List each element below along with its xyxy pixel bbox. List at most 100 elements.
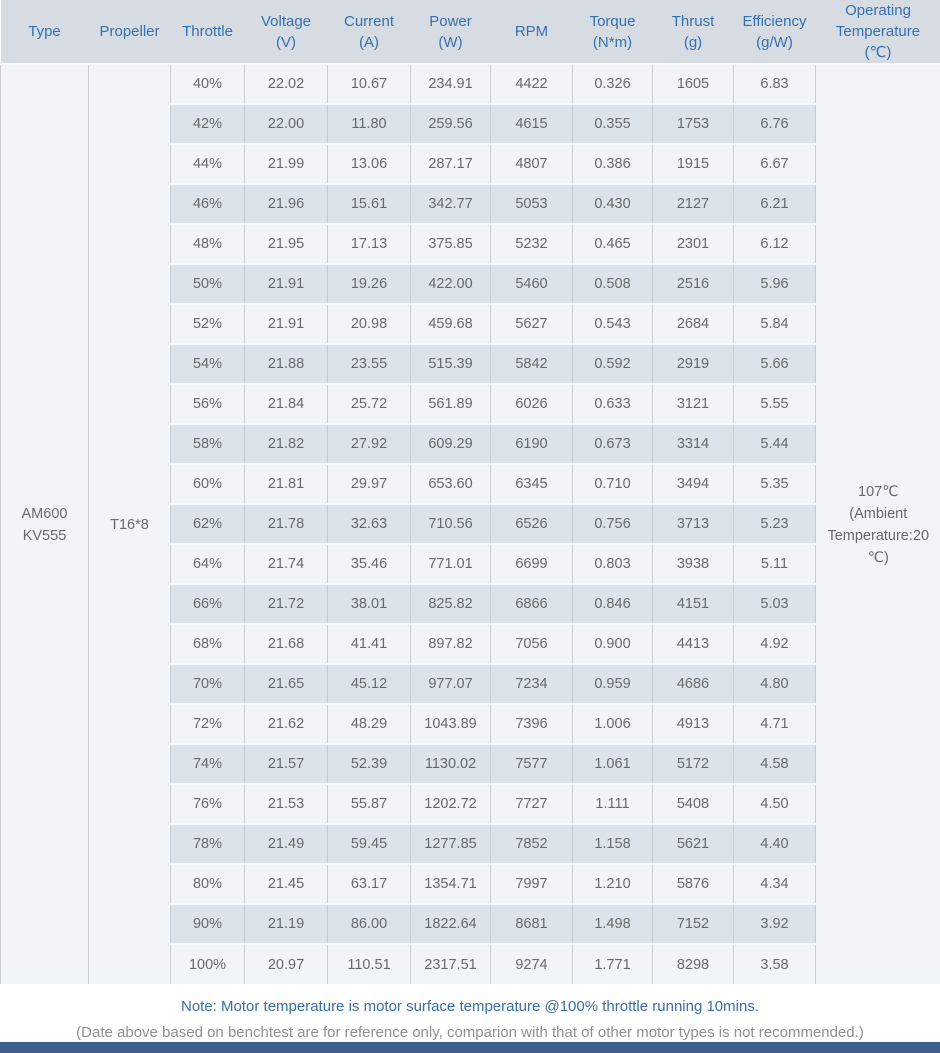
cell-throttle: 90% — [170, 903, 245, 944]
cell-current: 59.45 — [327, 823, 411, 864]
cell-efficiency: 6.76 — [733, 103, 816, 144]
cell-power: 459.68 — [410, 303, 491, 344]
cell-efficiency: 6.21 — [733, 183, 816, 224]
cell-efficiency: 5.44 — [733, 423, 816, 464]
cell-torque: 0.756 — [572, 503, 653, 544]
cell-efficiency: 5.03 — [733, 583, 816, 624]
cell-propeller: T16*8 — [88, 63, 171, 984]
cell-throttle: 68% — [170, 623, 245, 664]
cell-current: 45.12 — [327, 663, 411, 704]
cell-current: 15.61 — [327, 183, 411, 224]
cell-power: 234.91 — [410, 63, 491, 104]
cell-current: 23.55 — [327, 343, 411, 384]
cell-current: 25.72 — [327, 383, 411, 424]
cell-thrust: 3314 — [652, 423, 734, 464]
table-row: 66% 21.72 38.01 825.82 6866 0.846 4151 5.03 — [1, 583, 940, 624]
cell-voltage: 22.00 — [244, 103, 328, 144]
cell-throttle: 48% — [170, 223, 245, 264]
cell-current: 20.98 — [327, 303, 411, 344]
cell-throttle: 78% — [170, 823, 245, 864]
cell-torque: 0.673 — [572, 423, 653, 464]
header-row: Type Propeller Throttle Voltage (V) Current (A… — [0, 0, 940, 64]
cell-rpm: 6526 — [490, 503, 573, 544]
cell-power: 977.07 — [410, 663, 491, 704]
cell-thrust: 4913 — [652, 703, 734, 744]
column-header-temperature: Operating Temperature (℃) — [815, 0, 940, 64]
cell-thrust: 1915 — [652, 143, 734, 184]
cell-rpm: 8681 — [490, 903, 573, 944]
cell-voltage: 21.82 — [244, 423, 328, 464]
cell-power: 1130.02 — [410, 743, 491, 784]
cell-power: 561.89 — [410, 383, 491, 424]
table-body: AM600 KV555 T16*8 40% 22.02 10.67 234.91 4422 0.… — [0, 63, 940, 984]
cell-throttle: 54% — [170, 343, 245, 384]
cell-efficiency: 6.83 — [733, 63, 816, 104]
cell-thrust: 2301 — [652, 223, 734, 264]
cell-voltage: 21.65 — [244, 663, 328, 704]
cell-efficiency: 5.23 — [733, 503, 816, 544]
cell-power: 653.60 — [410, 463, 491, 504]
cell-rpm: 7577 — [490, 743, 573, 784]
table-row: 72% 21.62 48.29 1043.89 7396 1.006 4913 4.71 — [1, 703, 940, 744]
cell-voltage: 21.99 — [244, 143, 328, 184]
cell-current: 38.01 — [327, 583, 411, 624]
cell-throttle: 60% — [170, 463, 245, 504]
cell-rpm: 7852 — [490, 823, 573, 864]
cell-power: 375.85 — [410, 223, 491, 264]
column-header-rpm: RPM — [490, 0, 573, 64]
cell-throttle: 66% — [170, 583, 245, 624]
cell-efficiency: 5.55 — [733, 383, 816, 424]
table-row: 74% 21.57 52.39 1130.02 7577 1.061 5172 4.58 — [1, 743, 940, 784]
cell-voltage: 20.97 — [244, 943, 328, 984]
cell-voltage: 21.57 — [244, 743, 328, 784]
cell-power: 609.29 — [410, 423, 491, 464]
cell-torque: 0.430 — [572, 183, 653, 224]
cell-rpm: 6026 — [490, 383, 573, 424]
table-header: Type Propeller Throttle Voltage (V) Current (A… — [0, 0, 940, 64]
cell-thrust: 1605 — [652, 63, 734, 104]
column-header-throttle: Throttle — [170, 0, 245, 64]
cell-torque: 0.355 — [572, 103, 653, 144]
cell-efficiency: 6.12 — [733, 223, 816, 264]
cell-voltage: 21.88 — [244, 343, 328, 384]
cell-torque: 1.061 — [572, 743, 653, 784]
cell-torque: 0.710 — [572, 463, 653, 504]
cell-rpm: 6866 — [490, 583, 573, 624]
table-row: 76% 21.53 55.87 1202.72 7727 1.111 5408 4.50 — [1, 783, 940, 824]
cell-efficiency: 4.50 — [733, 783, 816, 824]
cell-power: 1277.85 — [410, 823, 491, 864]
table-row: 46% 21.96 15.61 342.77 5053 0.430 2127 6.21 — [1, 183, 940, 224]
cell-thrust: 3938 — [652, 543, 734, 584]
cell-thrust: 5408 — [652, 783, 734, 824]
cell-rpm: 7056 — [490, 623, 573, 664]
table-row: 64% 21.74 35.46 771.01 6699 0.803 3938 5.11 — [1, 543, 940, 584]
column-header-torque: Torque (N*m) — [572, 0, 653, 64]
cell-rpm: 5842 — [490, 343, 573, 384]
cell-efficiency: 4.40 — [733, 823, 816, 864]
cell-voltage: 21.74 — [244, 543, 328, 584]
cell-torque: 1.498 — [572, 903, 653, 944]
cell-thrust: 5876 — [652, 863, 734, 904]
cell-voltage: 21.81 — [244, 463, 328, 504]
cell-rpm: 6190 — [490, 423, 573, 464]
cell-rpm: 4615 — [490, 103, 573, 144]
cell-throttle: 100% — [170, 943, 245, 984]
note-secondary: (Date above based on benchtest are for r… — [76, 1024, 864, 1041]
cell-thrust: 5621 — [652, 823, 734, 864]
column-header-power: Power (W) — [410, 0, 491, 64]
cell-power: 1043.89 — [410, 703, 491, 744]
cell-current: 10.67 — [327, 63, 411, 104]
table-row: 54% 21.88 23.55 515.39 5842 0.592 2919 5.66 — [1, 343, 940, 384]
column-header-thrust: Thrust (g) — [652, 0, 734, 64]
cell-current: 29.97 — [327, 463, 411, 504]
cell-rpm: 7234 — [490, 663, 573, 704]
cell-current: 63.17 — [327, 863, 411, 904]
cell-throttle: 42% — [170, 103, 245, 144]
cell-power: 515.39 — [410, 343, 491, 384]
table-row: 44% 21.99 13.06 287.17 4807 0.386 1915 6.67 — [1, 143, 940, 184]
cell-torque: 0.386 — [572, 143, 653, 184]
table-row: 70% 21.65 45.12 977.07 7234 0.959 4686 4.80 — [1, 663, 940, 704]
cell-throttle: 52% — [170, 303, 245, 344]
table-row: 62% 21.78 32.63 710.56 6526 0.756 3713 5.23 — [1, 503, 940, 544]
motor-performance-table: Type Propeller Throttle Voltage (V) Current (A… — [0, 0, 940, 984]
